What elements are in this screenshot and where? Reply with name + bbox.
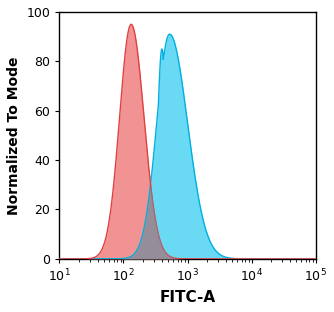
Y-axis label: Normalized To Mode: Normalized To Mode [7, 56, 21, 215]
X-axis label: FITC-A: FITC-A [159, 290, 215, 305]
